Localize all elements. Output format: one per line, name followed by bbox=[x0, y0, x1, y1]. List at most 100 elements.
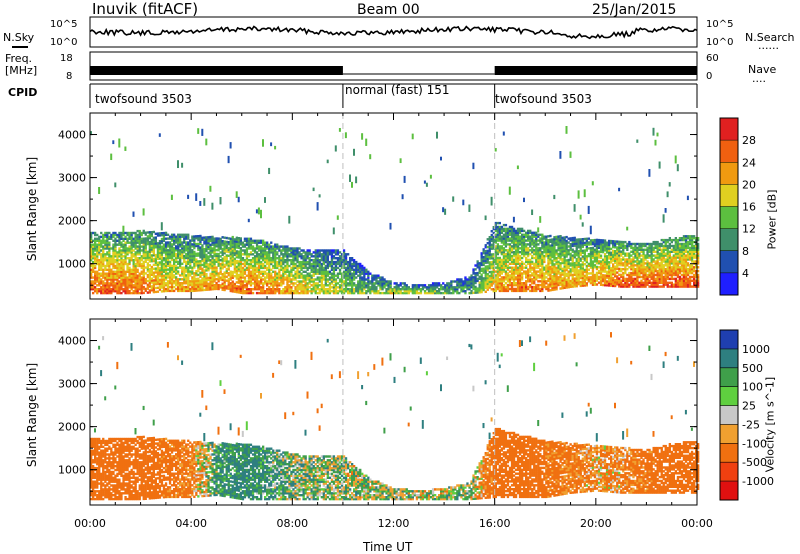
heatmap-cell bbox=[490, 235, 493, 239]
heatmap-cell bbox=[363, 274, 366, 277]
heatmap-cell bbox=[189, 264, 192, 267]
heatmap-cell bbox=[506, 266, 510, 269]
heatmap-cell bbox=[514, 289, 518, 293]
heatmap-cell bbox=[102, 239, 105, 242]
heatmap-cell bbox=[90, 247, 93, 250]
heatmap-cell bbox=[162, 259, 166, 262]
heatmap-cell bbox=[243, 272, 247, 275]
heatmap-cell bbox=[128, 235, 131, 239]
heatmap-cell bbox=[571, 262, 574, 265]
heatmap-cell bbox=[213, 260, 216, 264]
heatmap-cell bbox=[94, 288, 97, 291]
heatmap-cell bbox=[494, 287, 497, 291]
heatmap-cell bbox=[310, 274, 313, 277]
heatmap-cell bbox=[573, 271, 576, 274]
heatmap-cell bbox=[326, 291, 329, 295]
heatmap-cell bbox=[116, 260, 119, 264]
heatmap-cell bbox=[229, 253, 232, 256]
heatmap-cell bbox=[264, 243, 267, 246]
heatmap-cell bbox=[122, 290, 125, 293]
heatmap-cell bbox=[377, 284, 380, 287]
heatmap-cell bbox=[164, 233, 168, 236]
heatmap-cell bbox=[98, 249, 101, 252]
heatmap-cell bbox=[183, 278, 186, 281]
heatmap-cell bbox=[136, 286, 139, 289]
heatmap-cell bbox=[272, 286, 275, 289]
heatmap-cell bbox=[223, 242, 226, 245]
heatmap-cell bbox=[581, 284, 584, 287]
heatmap-cell bbox=[597, 244, 601, 248]
heatmap-cell bbox=[373, 291, 376, 295]
heatmap-cell bbox=[541, 287, 544, 291]
heatmap-cell bbox=[181, 252, 184, 256]
heatmap-cell bbox=[276, 243, 279, 246]
heatmap-cell bbox=[110, 274, 113, 277]
heatmap-cell bbox=[160, 278, 164, 281]
heatmap-cell bbox=[158, 253, 162, 256]
heatmap-cell bbox=[150, 279, 153, 282]
heatmap-cell bbox=[545, 270, 548, 273]
heatmap-cell bbox=[476, 291, 479, 294]
heatmap-cell bbox=[531, 266, 534, 269]
heatmap-cell bbox=[480, 273, 483, 276]
heatmap-cell bbox=[371, 280, 374, 283]
heatmap-cell bbox=[92, 245, 95, 248]
heatmap-cell bbox=[587, 268, 590, 271]
heatmap-cell bbox=[255, 282, 259, 285]
heatmap-cell bbox=[100, 262, 103, 266]
heatmap-cell bbox=[245, 262, 249, 266]
heatmap-cell bbox=[371, 282, 374, 285]
heatmap-cell bbox=[496, 233, 499, 236]
heatmap-cell bbox=[251, 276, 255, 279]
heatmap-cell bbox=[484, 273, 487, 276]
heatmap-cell bbox=[423, 291, 427, 295]
heatmap-cell bbox=[209, 274, 212, 277]
heatmap-cell bbox=[492, 272, 495, 275]
heatmap-cell bbox=[523, 247, 526, 250]
heatmap-cell bbox=[506, 258, 510, 262]
heatmap-cell bbox=[559, 275, 562, 279]
heatmap-cell bbox=[510, 231, 514, 234]
heatmap-cell bbox=[490, 274, 493, 277]
heatmap-cell bbox=[241, 291, 245, 295]
heatmap-cell bbox=[470, 284, 473, 287]
heatmap-cell bbox=[237, 196, 240, 203]
heatmap-cell bbox=[551, 269, 554, 272]
heatmap-cell bbox=[363, 288, 366, 291]
heatmap-cell bbox=[118, 288, 121, 291]
heatmap-cell bbox=[375, 280, 378, 283]
heatmap-cell bbox=[290, 268, 293, 271]
heatmap-cell bbox=[262, 286, 265, 289]
heatmap-cell bbox=[351, 280, 354, 283]
heatmap-cell bbox=[486, 267, 489, 270]
heatmap-cell bbox=[175, 254, 178, 258]
heatmap-cell bbox=[585, 266, 588, 270]
heatmap-cell bbox=[342, 276, 346, 279]
heatmap-cell bbox=[92, 260, 95, 264]
heatmap-cell bbox=[496, 258, 499, 262]
heatmap-cell bbox=[100, 288, 103, 291]
heatmap-cell bbox=[593, 242, 597, 246]
heatmap-cell bbox=[504, 260, 508, 264]
heatmap-cell bbox=[359, 266, 362, 270]
heatmap-cell bbox=[334, 278, 338, 281]
heatmap-cell bbox=[516, 229, 520, 233]
heatmap-cell bbox=[531, 274, 534, 277]
heatmap-cell bbox=[114, 264, 117, 268]
heatmap-cell bbox=[349, 284, 352, 287]
heatmap-cell bbox=[233, 238, 236, 241]
heatmap-cell bbox=[209, 266, 212, 270]
heatmap-cell bbox=[276, 251, 279, 254]
heatmap-cell bbox=[243, 280, 247, 283]
heatmap-cell bbox=[138, 262, 141, 266]
heatmap-cell bbox=[286, 280, 289, 283]
heatmap-cell bbox=[440, 291, 443, 295]
heatmap-cell bbox=[421, 284, 425, 287]
heatmap-cell bbox=[387, 290, 390, 293]
heatmap-cell bbox=[245, 284, 249, 287]
heatmap-cell bbox=[383, 286, 386, 289]
heatmap-cell bbox=[170, 285, 174, 289]
heatmap-cell bbox=[132, 245, 135, 248]
heatmap-cell bbox=[537, 251, 540, 254]
heatmap-cell bbox=[361, 264, 364, 268]
